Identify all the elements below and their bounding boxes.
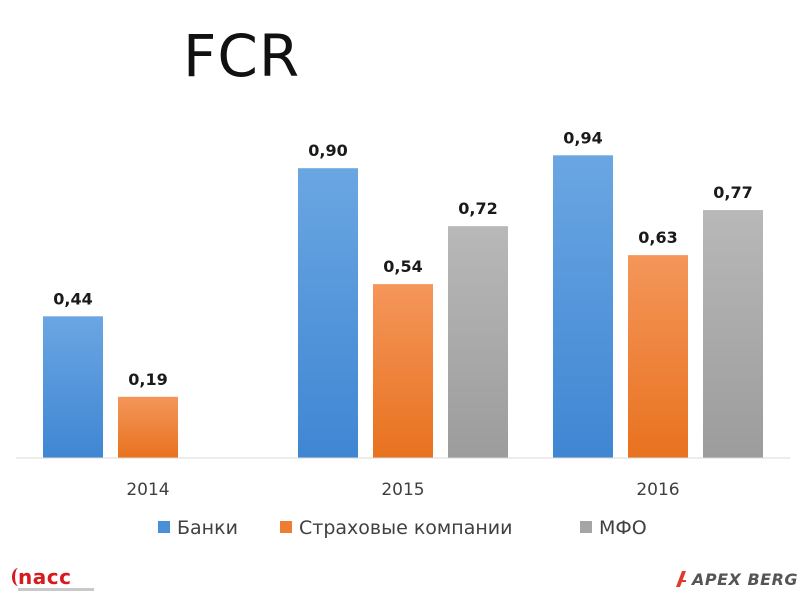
legend-label-s1: Страховые компании bbox=[299, 517, 512, 539]
legend-label-s0: Банки bbox=[177, 517, 238, 539]
legend-swatch-s0 bbox=[158, 521, 170, 533]
bar-2015-s1 bbox=[373, 284, 433, 458]
data-label-2016-s2: 0,77 bbox=[713, 183, 752, 202]
logo-arc-icon bbox=[12, 568, 25, 586]
apexberg-mark-icon bbox=[676, 571, 686, 587]
chart-title: FCR bbox=[183, 22, 301, 90]
bar-2016-s2 bbox=[703, 210, 763, 458]
logo-underline bbox=[18, 588, 94, 591]
bar-2014-s1 bbox=[118, 396, 178, 458]
data-label-2015-s1: 0,54 bbox=[383, 257, 422, 276]
bar-2015-s2 bbox=[448, 226, 508, 458]
apexberg-logo-text: APEX BERG bbox=[692, 570, 799, 589]
bar-2015-s0 bbox=[298, 168, 358, 458]
data-label-2016-s0: 0,94 bbox=[563, 128, 602, 147]
legend-swatch-s2 bbox=[580, 521, 592, 533]
legend-swatch-s1 bbox=[280, 521, 292, 533]
bar-2016-s1 bbox=[628, 255, 688, 458]
category-label-2016: 2016 bbox=[636, 480, 679, 500]
data-label-2016-s1: 0,63 bbox=[638, 228, 677, 247]
data-label-2015-s2: 0,72 bbox=[458, 199, 497, 218]
bar-2016-s0 bbox=[553, 155, 613, 458]
category-label-2014: 2014 bbox=[126, 480, 169, 500]
bar-2014-s0 bbox=[43, 316, 103, 458]
data-label-2014-s1: 0,19 bbox=[128, 370, 167, 389]
legend-label-s2: МФО bbox=[599, 517, 647, 539]
data-label-2014-s0: 0,44 bbox=[53, 289, 92, 308]
nacc-logo-text: nacc bbox=[18, 565, 72, 589]
legend: Банки Страховые компании МФО bbox=[158, 517, 647, 539]
nacc-logo: nacc bbox=[12, 565, 94, 594]
apexberg-logo: APEX BERG bbox=[674, 567, 800, 593]
category-label-2015: 2015 bbox=[381, 480, 424, 500]
data-label-2015-s0: 0,90 bbox=[308, 141, 347, 160]
